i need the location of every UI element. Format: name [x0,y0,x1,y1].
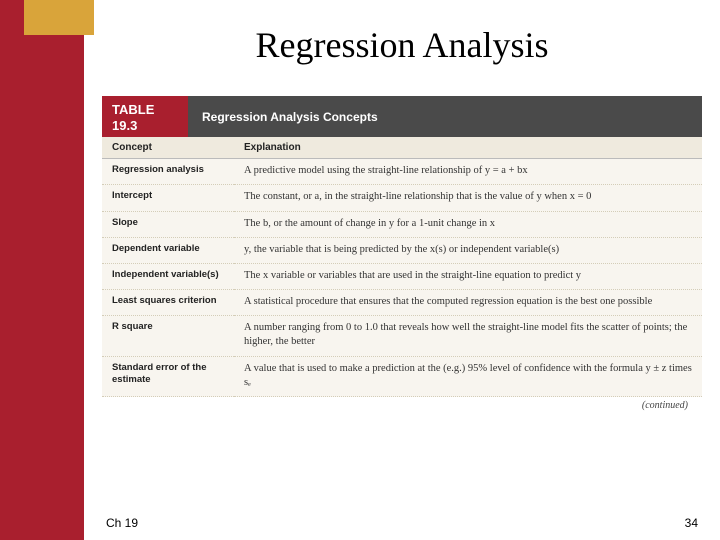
page-number: 34 [685,516,698,530]
explanation-cell: The b, or the amount of change in y for … [234,211,702,237]
concepts-table-container: TABLE 19.3 Regression Analysis Concepts … [102,96,702,416]
table-row: Standard error of the estimate A value t… [102,356,702,396]
explanation-cell: A number ranging from 0 to 1.0 that reve… [234,316,702,356]
concept-cell: Least squares criterion [102,290,234,316]
concept-cell: Dependent variable [102,237,234,263]
chapter-label: Ch 19 [106,516,138,530]
continued-label: (continued) [102,397,702,416]
table-row: Independent variable(s) The x variable o… [102,263,702,289]
explanation-cell: The x variable or variables that are use… [234,263,702,289]
col-header-explanation: Explanation [234,137,702,159]
table-row: Intercept The constant, or a, in the str… [102,185,702,211]
table-row: Slope The b, or the amount of change in … [102,211,702,237]
explanation-cell: A value that is used to make a predictio… [234,356,702,396]
table-head-row: Concept Explanation [102,137,702,159]
explanation-cell: y, the variable that is being predicted … [234,237,702,263]
table-header-row: TABLE 19.3 Regression Analysis Concepts [102,96,702,137]
table-row: R square A number ranging from 0 to 1.0 … [102,316,702,356]
concept-cell: Standard error of the estimate [102,356,234,396]
table-title: Regression Analysis Concepts [202,110,378,124]
slide-footer: Ch 19 34 [84,516,720,530]
concept-cell: Independent variable(s) [102,263,234,289]
table-number-box: TABLE 19.3 [102,96,188,137]
concepts-table: Concept Explanation Regression analysis … [102,137,702,397]
table-row: Least squares criterion A statistical pr… [102,290,702,316]
concept-cell: Regression analysis [102,159,234,185]
slide-content: Regression Analysis TABLE 19.3 Regressio… [84,0,720,540]
col-header-concept: Concept [102,137,234,159]
concept-cell: Slope [102,211,234,237]
table-title-bar: Regression Analysis Concepts [188,96,702,137]
table-row: Dependent variable y, the variable that … [102,237,702,263]
explanation-cell: The constant, or a, in the straight-line… [234,185,702,211]
concept-cell: R square [102,316,234,356]
page-title: Regression Analysis [84,24,720,66]
table-row: Regression analysis A predictive model u… [102,159,702,185]
left-red-bar [0,0,84,540]
explanation-cell: A predictive model using the straight-li… [234,159,702,185]
table-label-number: 19.3 [112,118,178,134]
explanation-cell: A statistical procedure that ensures tha… [234,290,702,316]
table-label-word: TABLE [112,102,178,118]
concept-cell: Intercept [102,185,234,211]
